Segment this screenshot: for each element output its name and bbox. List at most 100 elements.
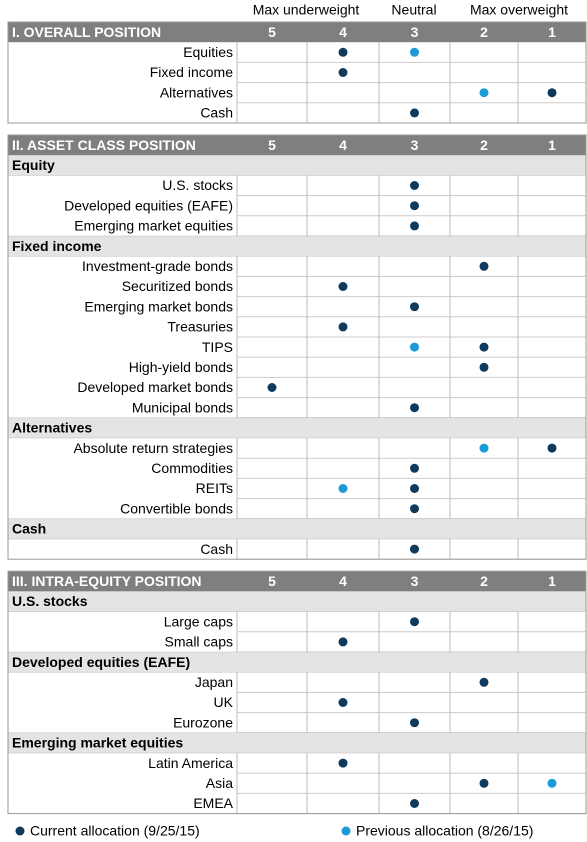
row-label: Cash (200, 105, 233, 121)
section-title: III. INTRA-EQUITY POSITION (12, 573, 202, 589)
current-dot (479, 677, 489, 687)
current-dot (410, 181, 419, 190)
section-header (8, 135, 586, 156)
current-dot (410, 403, 419, 413)
row-label: Small caps (165, 634, 233, 650)
scale-label: 4 (339, 137, 347, 153)
header-right: Max overweight (470, 2, 568, 18)
group-title: Fixed income (12, 238, 102, 254)
scale-label: 1 (548, 24, 556, 40)
legend-current: Current allocation (9/25/15) (30, 823, 200, 839)
current-dot (410, 617, 419, 627)
current-dot (338, 758, 348, 768)
current-dot (267, 383, 277, 392)
previous-dot (410, 342, 419, 352)
current-dot (338, 637, 348, 647)
header-middle: Neutral (391, 2, 436, 18)
scale-label: 4 (339, 24, 347, 40)
current-dot (410, 221, 419, 231)
row-label: Developed market bonds (77, 379, 233, 395)
current-dot (410, 108, 419, 118)
current-dot (338, 698, 348, 707)
row-label: REITs (196, 480, 233, 496)
row-label: Alternatives (160, 84, 233, 100)
section-border (7, 21, 587, 124)
scale-label: 2 (480, 24, 488, 40)
row-label: Large caps (164, 613, 233, 629)
group-title: Equity (12, 157, 55, 173)
group-title: Alternatives (12, 420, 92, 436)
section-border (7, 570, 587, 815)
row-label: U.S. stocks (162, 177, 233, 193)
row-label: Japan (195, 674, 233, 690)
group-header (7, 154, 587, 176)
current-dot (338, 47, 348, 57)
row-label: Municipal bonds (132, 399, 233, 415)
section-title: II. ASSET CLASS POSITION (12, 137, 196, 153)
header-left: Max underweight (253, 2, 360, 18)
current-dot (479, 778, 489, 788)
current-dot (410, 718, 419, 728)
scale-label: 2 (480, 573, 488, 589)
legend-current-dot (15, 826, 25, 836)
row-label: Latin America (148, 755, 233, 771)
row-label: Emerging market equities (74, 218, 233, 234)
row-label: Securitized bonds (122, 278, 233, 294)
current-dot (410, 544, 419, 554)
scale-label: 3 (411, 24, 419, 40)
current-dot (410, 302, 419, 312)
row-label: TIPS (202, 339, 233, 355)
row-label: Emerging market bonds (84, 298, 233, 314)
scale-label: 4 (339, 573, 347, 589)
row-label: Equities (183, 44, 233, 60)
section-header (8, 571, 586, 592)
row-label: Investment-grade bonds (82, 258, 233, 274)
current-dot (338, 322, 348, 332)
group-header (7, 417, 587, 439)
row-label: Commodities (151, 460, 233, 476)
scale-label: 1 (548, 137, 556, 153)
current-dot (338, 68, 348, 77)
row-label: EMEA (193, 795, 233, 811)
current-dot (479, 261, 489, 271)
scale-label: 3 (411, 573, 419, 589)
current-dot (547, 88, 557, 98)
row-label: High-yield bonds (129, 359, 233, 375)
legend-previous: Previous allocation (8/26/15) (356, 823, 533, 839)
scale-label: 1 (548, 573, 556, 589)
current-dot (410, 799, 419, 808)
legend-previous-dot (341, 826, 351, 836)
scale-label: 3 (411, 137, 419, 153)
row-label: Developed equities (EAFE) (64, 197, 233, 213)
section-border (7, 134, 587, 560)
section-header (8, 22, 586, 43)
previous-dot (479, 443, 489, 453)
group-title: U.S. stocks (12, 593, 88, 609)
current-dot (410, 201, 419, 211)
row-label: Convertible bonds (120, 500, 233, 516)
row-label: Fixed income (150, 64, 233, 80)
group-header (7, 518, 587, 540)
row-label: UK (214, 694, 234, 710)
previous-dot (479, 88, 489, 98)
current-dot (547, 443, 557, 453)
group-title: Cash (12, 521, 46, 537)
row-label: Eurozone (173, 714, 233, 730)
group-title: Emerging market equities (12, 735, 183, 751)
current-dot (410, 484, 419, 493)
group-header (7, 591, 587, 612)
scale-label: 5 (268, 24, 276, 40)
current-dot (410, 463, 419, 473)
current-dot (479, 342, 489, 352)
current-dot (410, 504, 419, 514)
current-dot (479, 362, 489, 372)
row-label: Asia (206, 775, 233, 791)
previous-dot (338, 484, 348, 493)
previous-dot (410, 47, 419, 57)
section-title: I. OVERALL POSITION (12, 24, 161, 40)
scale-label: 2 (480, 137, 488, 153)
row-label: Cash (200, 541, 233, 557)
scale-label: 5 (268, 137, 276, 153)
